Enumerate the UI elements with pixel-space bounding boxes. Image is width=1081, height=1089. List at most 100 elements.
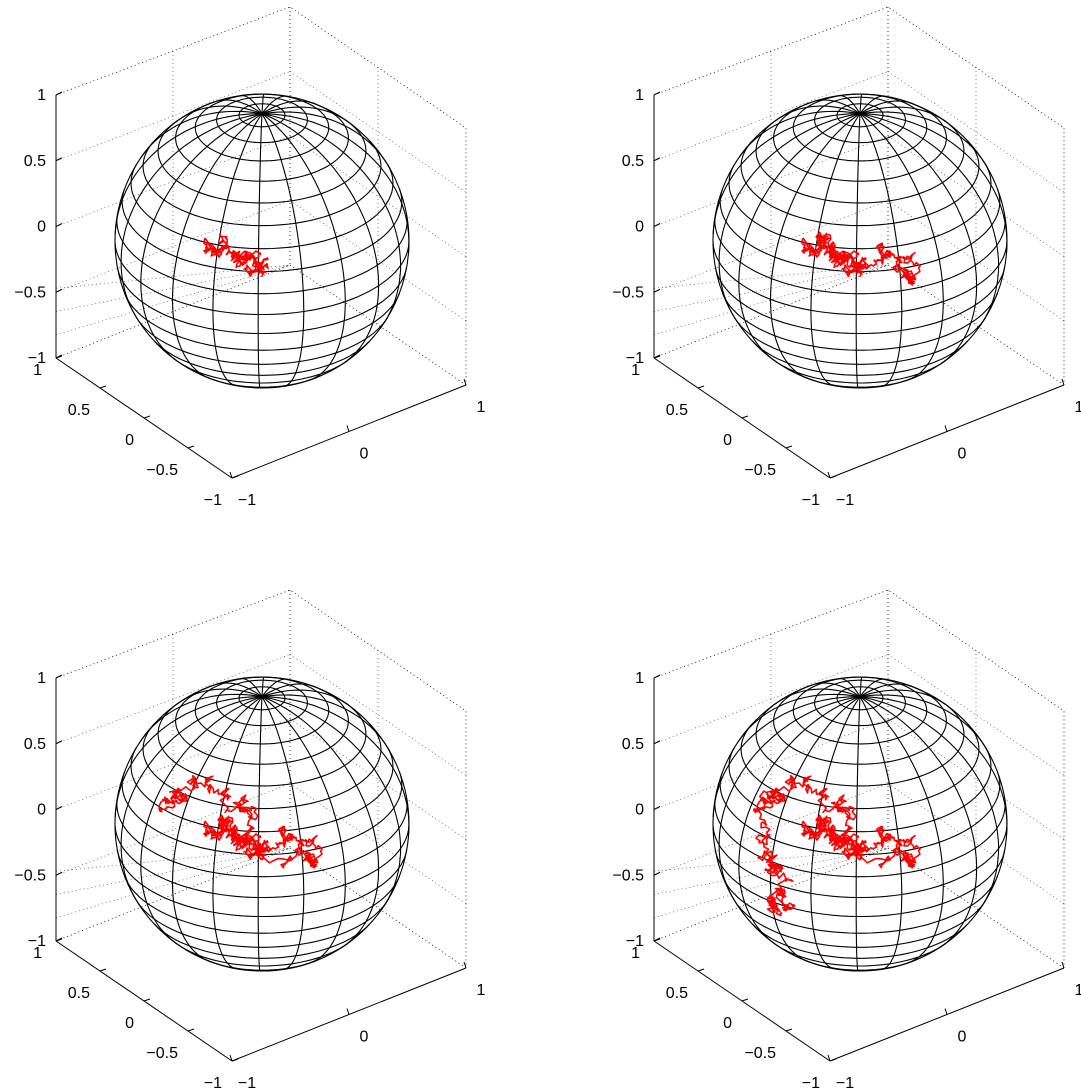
x-tick-label: 0 bbox=[360, 446, 369, 463]
z-tick-mark bbox=[55, 157, 63, 162]
brownian-path bbox=[203, 233, 269, 278]
meridian-line bbox=[261, 111, 391, 169]
z-tick-label: 0.5 bbox=[622, 736, 644, 753]
x-tick-mark bbox=[1061, 378, 1065, 386]
meridian-line bbox=[114, 696, 262, 818]
meridian-line bbox=[171, 696, 263, 962]
latitude-line bbox=[728, 747, 965, 833]
latitude-line bbox=[974, 798, 1006, 849]
grid-line bbox=[55, 71, 291, 162]
x-tick-mark bbox=[944, 425, 948, 432]
meridian-line bbox=[859, 113, 903, 387]
z-tick-label: −0.5 bbox=[14, 867, 46, 884]
latitude-line bbox=[372, 771, 403, 828]
y-tick-mark bbox=[785, 445, 793, 449]
grid-line bbox=[653, 264, 889, 336]
meridian-line bbox=[257, 113, 263, 389]
z-tick-label: 1 bbox=[635, 670, 644, 687]
z-tick-label: 1 bbox=[635, 87, 644, 104]
x-tick-label: 1 bbox=[1075, 982, 1081, 999]
meridian-line bbox=[859, 676, 863, 697]
latitude-line bbox=[733, 317, 965, 365]
grid-line bbox=[653, 847, 889, 919]
meridian-line bbox=[859, 696, 1008, 836]
latitude-line bbox=[714, 798, 976, 878]
y-tick-mark bbox=[741, 998, 749, 1002]
axes-box bbox=[653, 589, 1065, 969]
subplot-panel: −1 −0.5 0 0.5 1 1 0.5 0 −0.5 −1 −1 0 1 bbox=[612, 589, 1081, 1089]
y-tick-label: −1 bbox=[204, 492, 222, 509]
z-tick-mark bbox=[55, 806, 63, 810]
meridian-line bbox=[859, 683, 913, 698]
z-tick-mark bbox=[55, 871, 63, 876]
latitude-line bbox=[712, 825, 977, 899]
latitude-line bbox=[116, 266, 378, 335]
latitude-line bbox=[970, 188, 1001, 245]
x-tick-mark bbox=[229, 1054, 233, 1062]
y-tick-label: 1 bbox=[33, 362, 42, 379]
sphere-wireframe bbox=[712, 676, 1008, 972]
x-tick-mark bbox=[229, 471, 233, 479]
meridian-line bbox=[859, 113, 1000, 329]
latitude-line bbox=[728, 164, 965, 250]
meridian-line bbox=[261, 694, 391, 752]
meridian-line bbox=[738, 113, 861, 361]
y-tick-mark bbox=[785, 1028, 793, 1032]
meridian-line bbox=[171, 113, 263, 379]
box-edge bbox=[55, 6, 467, 385]
meridian-line bbox=[859, 696, 903, 970]
y-tick-label: 0.5 bbox=[666, 402, 688, 419]
grid-lines bbox=[653, 634, 1065, 919]
z-tick-mark bbox=[653, 91, 661, 96]
meridian-line bbox=[140, 696, 263, 944]
meridian-line bbox=[261, 676, 265, 697]
sphere-outline bbox=[114, 676, 410, 972]
subplot-panel: −1 −0.5 0 0.5 1 1 0.5 0 −0.5 −1 −1 0 1 bbox=[14, 589, 486, 1089]
axes-lines bbox=[653, 91, 1065, 479]
y-tick-mark bbox=[187, 1028, 195, 1032]
meridian-line bbox=[261, 100, 315, 115]
z-tick-label: 0 bbox=[635, 802, 644, 819]
meridian-line bbox=[212, 696, 263, 970]
y-tick-mark bbox=[653, 938, 661, 942]
latitude-line bbox=[740, 723, 955, 810]
y-tick-mark bbox=[55, 355, 63, 359]
meridian-line bbox=[261, 113, 380, 366]
meridian-line bbox=[859, 696, 1000, 912]
meridian-line bbox=[859, 696, 944, 965]
meridian-line bbox=[769, 113, 861, 379]
z-tick-label: 0.5 bbox=[24, 736, 46, 753]
x-tick-label: 0 bbox=[360, 1029, 369, 1046]
meridian-line bbox=[855, 113, 861, 389]
latitude-line bbox=[712, 242, 977, 316]
axes-box bbox=[55, 6, 467, 386]
meridian-line bbox=[859, 95, 886, 115]
y-tick-label: 1 bbox=[631, 362, 640, 379]
subplot-panel: −1 −0.5 0 0.5 1 1 0.5 0 −0.5 −1 −1 0 1 bbox=[612, 6, 1081, 509]
grid-line bbox=[55, 654, 291, 745]
meridian-line bbox=[261, 696, 410, 836]
meridian-line bbox=[261, 113, 305, 387]
meridian-line bbox=[859, 113, 978, 366]
meridian-line bbox=[859, 111, 989, 169]
latitude-line bbox=[714, 266, 976, 335]
latitude-line bbox=[752, 341, 955, 376]
z-tick-mark bbox=[55, 740, 63, 745]
latitude-line bbox=[175, 101, 331, 182]
y-tick-mark bbox=[55, 938, 63, 942]
z-tick-mark bbox=[55, 288, 63, 293]
latitude-line bbox=[116, 215, 378, 295]
latitude-line bbox=[365, 164, 394, 224]
x-tick-mark bbox=[346, 425, 350, 432]
meridian-line bbox=[140, 113, 263, 361]
meridian-line bbox=[859, 694, 989, 752]
y-tick-label: −0.5 bbox=[744, 1045, 776, 1062]
grid-line bbox=[653, 654, 889, 745]
meridian-line bbox=[718, 696, 861, 901]
grid-line bbox=[653, 71, 889, 162]
y-tick-mark bbox=[829, 1058, 837, 1062]
meridian-line bbox=[261, 696, 305, 970]
latitude-line bbox=[963, 164, 992, 224]
y-tick-label: −0.5 bbox=[146, 462, 178, 479]
y-tick-mark bbox=[741, 415, 749, 419]
